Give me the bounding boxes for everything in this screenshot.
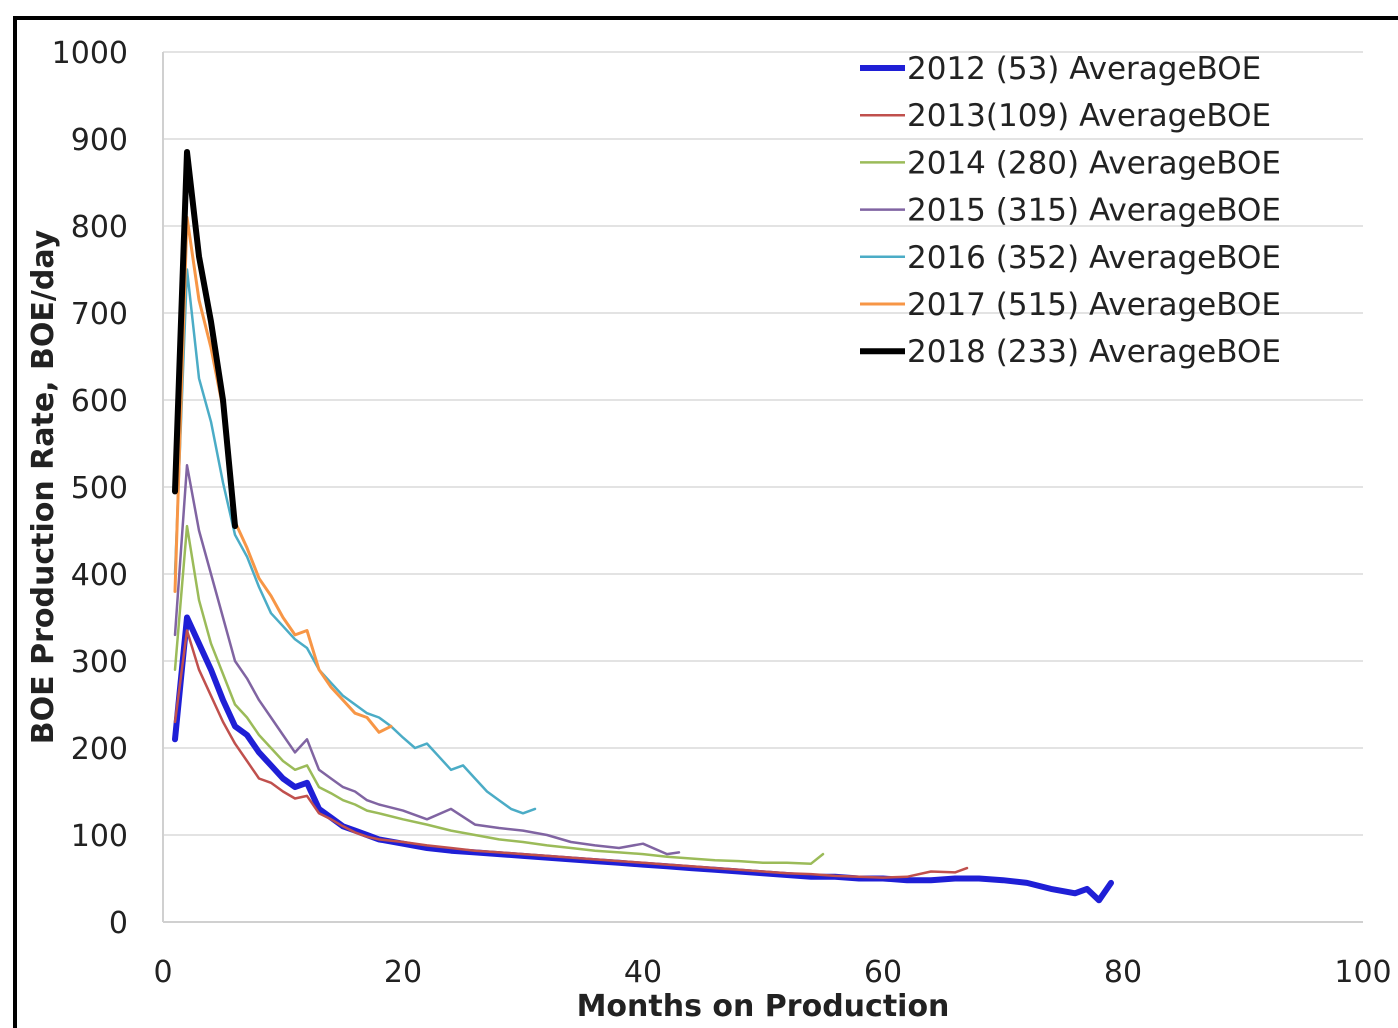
series-line-6 [173, 215, 393, 734]
legend-label-2: 2013(109) AverageBOE [907, 98, 1271, 134]
series-line-1 [172, 614, 1114, 904]
series-line-4 [173, 464, 681, 856]
y-tick-800: 800 [71, 210, 128, 245]
gridlines [163, 51, 1363, 836]
series-line-3 [173, 524, 825, 865]
series-line-5 [173, 268, 537, 815]
y-tick-0: 0 [109, 906, 128, 941]
x-tick-0: 0 [153, 955, 172, 990]
legend: 2012 (53) AverageBOE 2013(109) AverageBOE… [860, 51, 1281, 370]
y-tick-100: 100 [71, 819, 128, 854]
y-tick-300: 300 [71, 645, 128, 680]
y-tick-500: 500 [71, 471, 128, 506]
legend-label-7: 2018 (233) AverageBOE [907, 334, 1281, 370]
y-tick-900: 900 [71, 123, 128, 158]
y-tick-labels: 0 100 200 300 400 500 600 700 800 900 1000 [52, 36, 128, 941]
y-axis-title: BOE Production Rate, BOE/day [26, 229, 61, 744]
legend-label-3: 2014 (280) AverageBOE [907, 145, 1281, 181]
x-tick-40: 40 [624, 955, 662, 990]
legend-label-1: 2012 (53) AverageBOE [907, 51, 1261, 87]
x-tick-labels: 0 20 40 60 80 100 [153, 955, 1391, 990]
legend-label-4: 2015 (315) AverageBOE [907, 193, 1281, 229]
x-tick-60: 60 [864, 955, 902, 990]
y-tick-700: 700 [71, 297, 128, 332]
y-tick-1000: 1000 [52, 36, 128, 71]
x-tick-100: 100 [1334, 955, 1391, 990]
outer-border [13, 16, 1398, 1028]
legend-label-6: 2017 (515) AverageBOE [907, 287, 1281, 323]
series-line-2 [173, 629, 969, 879]
x-axis-title: Months on Production [577, 989, 950, 1024]
y-tick-400: 400 [71, 558, 128, 593]
x-tick-20: 20 [384, 955, 422, 990]
y-tick-600: 600 [71, 384, 128, 419]
series-lines [172, 149, 1114, 904]
series-line-7 [172, 149, 238, 530]
x-tick-80: 80 [1104, 955, 1142, 990]
y-tick-200: 200 [71, 732, 128, 767]
legend-label-5: 2016 (352) AverageBOE [907, 240, 1281, 276]
